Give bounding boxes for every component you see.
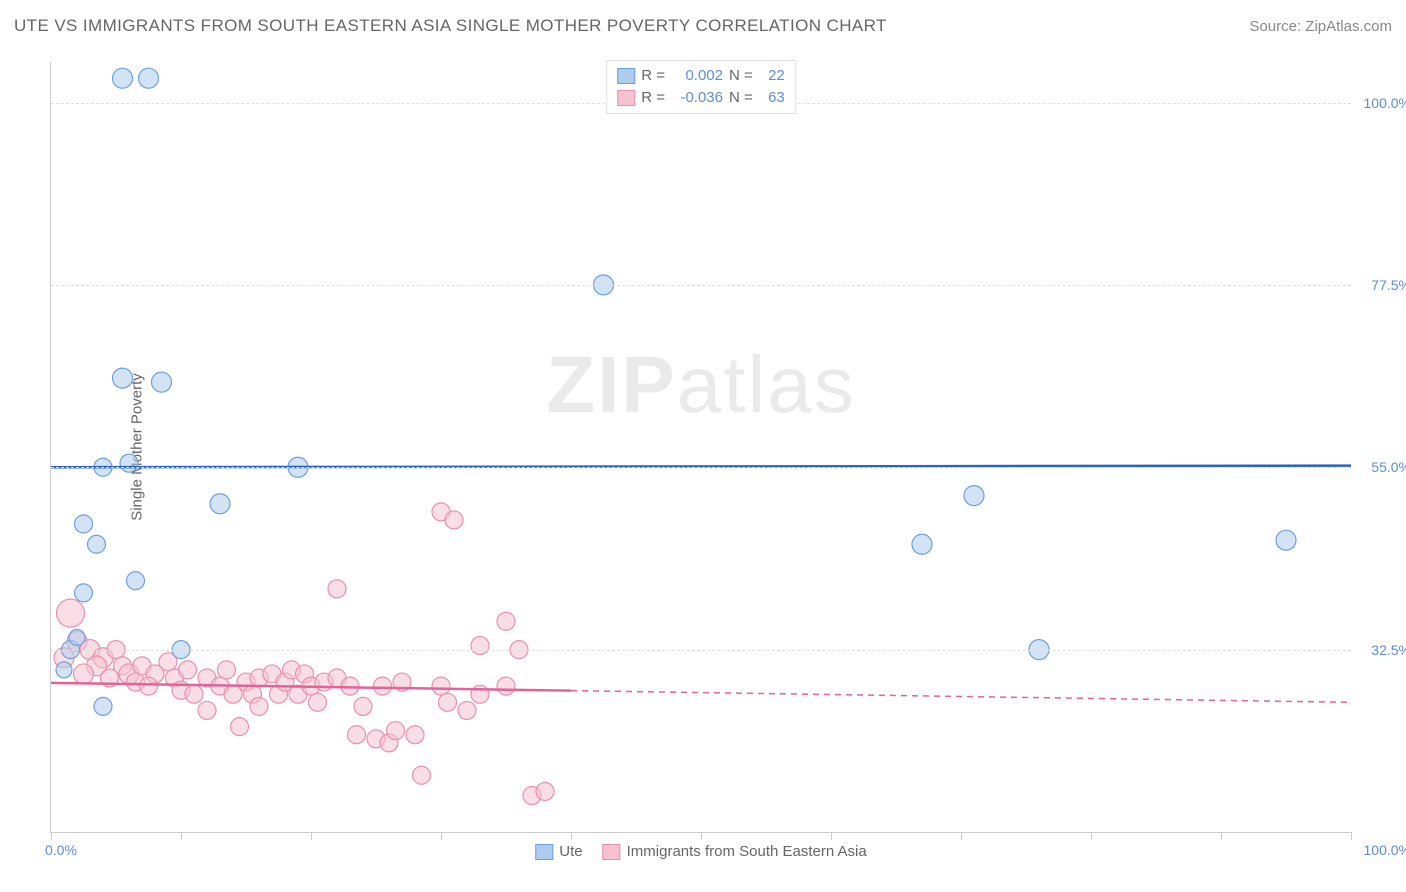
data-point	[185, 685, 203, 703]
r-label-b: R =	[641, 87, 665, 109]
grid-line	[51, 285, 1351, 286]
data-point	[471, 637, 489, 655]
swatch-bottom-a-icon	[535, 844, 553, 860]
y-tick-label: 32.5%	[1356, 642, 1406, 658]
data-point	[57, 599, 85, 627]
y-tick-label: 77.5%	[1356, 277, 1406, 293]
x-tick	[961, 832, 962, 840]
data-point	[113, 368, 133, 388]
chart-area: Single Mother Poverty ZIPatlas R = 0.002…	[50, 62, 1351, 833]
data-point	[75, 584, 93, 602]
data-point	[497, 612, 515, 630]
x-tick	[51, 832, 52, 840]
x-axis-start-label: 0.0%	[45, 842, 77, 858]
data-point	[120, 454, 138, 472]
data-point	[88, 535, 106, 553]
r-value-a: 0.002	[671, 65, 723, 87]
x-tick	[441, 832, 442, 840]
x-tick	[1091, 832, 1092, 840]
data-point	[387, 722, 405, 740]
data-point	[458, 701, 476, 719]
data-point	[140, 677, 158, 695]
n-value-a: 22	[759, 65, 785, 87]
legend-stats-row-b: R = -0.036 N = 63	[617, 87, 785, 109]
header: UTE VS IMMIGRANTS FROM SOUTH EASTERN ASI…	[14, 16, 1392, 36]
data-point	[1276, 530, 1296, 550]
legend-bottom: Ute Immigrants from South Eastern Asia	[535, 843, 866, 860]
data-point	[912, 534, 932, 554]
legend-item-a: Ute	[535, 843, 582, 860]
x-tick	[831, 832, 832, 840]
data-point	[198, 701, 216, 719]
data-point	[348, 726, 366, 744]
source-label: Source: ZipAtlas.com	[1249, 18, 1392, 35]
plot-svg	[51, 62, 1351, 832]
trend-line-dashed	[571, 691, 1351, 703]
data-point	[432, 677, 450, 695]
x-tick	[571, 832, 572, 840]
legend-stats: R = 0.002 N = 22 R = -0.036 N = 63	[606, 60, 796, 114]
swatch-bottom-b-icon	[603, 844, 621, 860]
x-axis-end-label: 100.0%	[1364, 842, 1406, 858]
x-tick	[1221, 832, 1222, 840]
r-label-a: R =	[641, 65, 665, 87]
x-tick	[1351, 832, 1352, 840]
n-value-b: 63	[759, 87, 785, 109]
data-point	[218, 661, 236, 679]
swatch-a-icon	[617, 68, 635, 84]
data-point	[328, 580, 346, 598]
data-point	[139, 68, 159, 88]
data-point	[113, 68, 133, 88]
legend-label-a: Ute	[559, 843, 582, 860]
data-point	[309, 693, 327, 711]
data-point	[413, 766, 431, 784]
data-point	[439, 693, 457, 711]
grid-line	[51, 650, 1351, 651]
data-point	[354, 697, 372, 715]
x-tick	[181, 832, 182, 840]
n-label-a: N =	[729, 65, 753, 87]
data-point	[179, 661, 197, 679]
legend-label-b: Immigrants from South Eastern Asia	[627, 843, 867, 860]
data-point	[964, 486, 984, 506]
data-point	[250, 697, 268, 715]
data-point	[210, 494, 230, 514]
data-point	[445, 511, 463, 529]
y-tick-label: 100.0%	[1356, 95, 1406, 111]
data-point	[536, 782, 554, 800]
n-label-b: N =	[729, 87, 753, 109]
data-point	[56, 662, 72, 678]
data-point	[127, 572, 145, 590]
data-point	[374, 677, 392, 695]
legend-item-b: Immigrants from South Eastern Asia	[603, 843, 867, 860]
data-point	[497, 677, 515, 695]
grid-line	[51, 467, 1351, 468]
data-point	[94, 697, 112, 715]
swatch-b-icon	[617, 90, 635, 106]
r-value-b: -0.036	[671, 87, 723, 109]
data-point	[152, 372, 172, 392]
data-point	[74, 664, 94, 684]
y-tick-label: 55.0%	[1356, 459, 1406, 475]
legend-stats-row-a: R = 0.002 N = 22	[617, 65, 785, 87]
x-tick	[311, 832, 312, 840]
x-tick	[701, 832, 702, 840]
data-point	[75, 515, 93, 533]
chart-title: UTE VS IMMIGRANTS FROM SOUTH EASTERN ASI…	[14, 16, 887, 36]
data-point	[406, 726, 424, 744]
data-point	[231, 718, 249, 736]
data-point	[471, 685, 489, 703]
data-point	[69, 629, 85, 645]
